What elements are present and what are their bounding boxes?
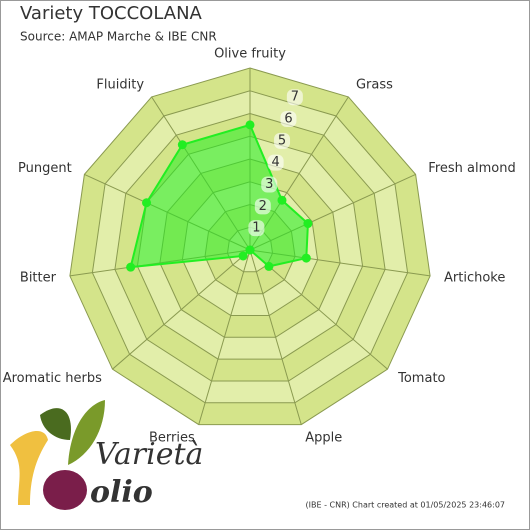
category-label: Aromatic herbs bbox=[3, 371, 102, 386]
category-label: Fresh almond bbox=[428, 161, 515, 176]
chart-title: Variety TOCCOLANA bbox=[20, 3, 203, 24]
r-tick-label: 1 bbox=[252, 221, 260, 236]
data-point bbox=[142, 198, 152, 208]
data-point bbox=[277, 195, 287, 205]
logo-text: Varietà bbox=[95, 437, 203, 472]
axis-spoke bbox=[249, 249, 302, 425]
r-tick-label: 3 bbox=[265, 177, 273, 192]
category-label: Fluidity bbox=[96, 78, 144, 93]
r-tick-label: 4 bbox=[271, 155, 279, 170]
footnote: (IBE - CNR) Chart created at 01/05/2025 … bbox=[306, 501, 506, 510]
category-label: Berries bbox=[149, 431, 195, 446]
axis-spoke bbox=[249, 249, 388, 370]
category-label: Olive fruity bbox=[214, 47, 286, 62]
tick-label-bg bbox=[261, 176, 278, 193]
tick-label-bg bbox=[286, 89, 303, 106]
data-point bbox=[264, 261, 274, 271]
logo-one bbox=[10, 430, 48, 505]
leaf bbox=[68, 400, 105, 465]
logo-text: olio bbox=[90, 475, 153, 510]
r-tick-label: 5 bbox=[278, 133, 286, 148]
category-label: Grass bbox=[356, 78, 393, 93]
chart-subtitle: Source: AMAP Marche & IBE CNR bbox=[20, 30, 217, 44]
r-tick-label: 6 bbox=[284, 112, 292, 127]
data-point bbox=[238, 251, 248, 261]
category-label: Tomato bbox=[397, 371, 445, 386]
category-label: Pungent bbox=[18, 161, 72, 176]
axis-spoke bbox=[112, 249, 251, 370]
category-label: Bitter bbox=[20, 270, 57, 285]
tick-label-bg bbox=[274, 132, 291, 149]
data-point bbox=[245, 245, 255, 255]
category-label: Apple bbox=[305, 431, 342, 446]
r-tick-label: 7 bbox=[291, 90, 299, 105]
r-tick-label: 2 bbox=[259, 199, 267, 214]
category-label: Artichoke bbox=[444, 270, 505, 285]
logo: Varietà olio bbox=[10, 400, 203, 510]
tick-label-bg bbox=[280, 111, 297, 128]
data-point bbox=[126, 262, 136, 272]
data-point bbox=[177, 140, 187, 150]
leaf bbox=[40, 408, 71, 440]
logo-olive bbox=[43, 470, 87, 510]
tick-label-bg bbox=[267, 154, 284, 171]
data-point bbox=[301, 253, 311, 263]
data-point bbox=[303, 219, 313, 229]
axis-spoke bbox=[198, 249, 251, 425]
tick-label-bg bbox=[254, 198, 271, 215]
tick-label-bg bbox=[248, 220, 265, 237]
plot: Olive fruity Grass Fresh almond Artichoke To… bbox=[3, 47, 516, 446]
data-point bbox=[245, 120, 255, 130]
